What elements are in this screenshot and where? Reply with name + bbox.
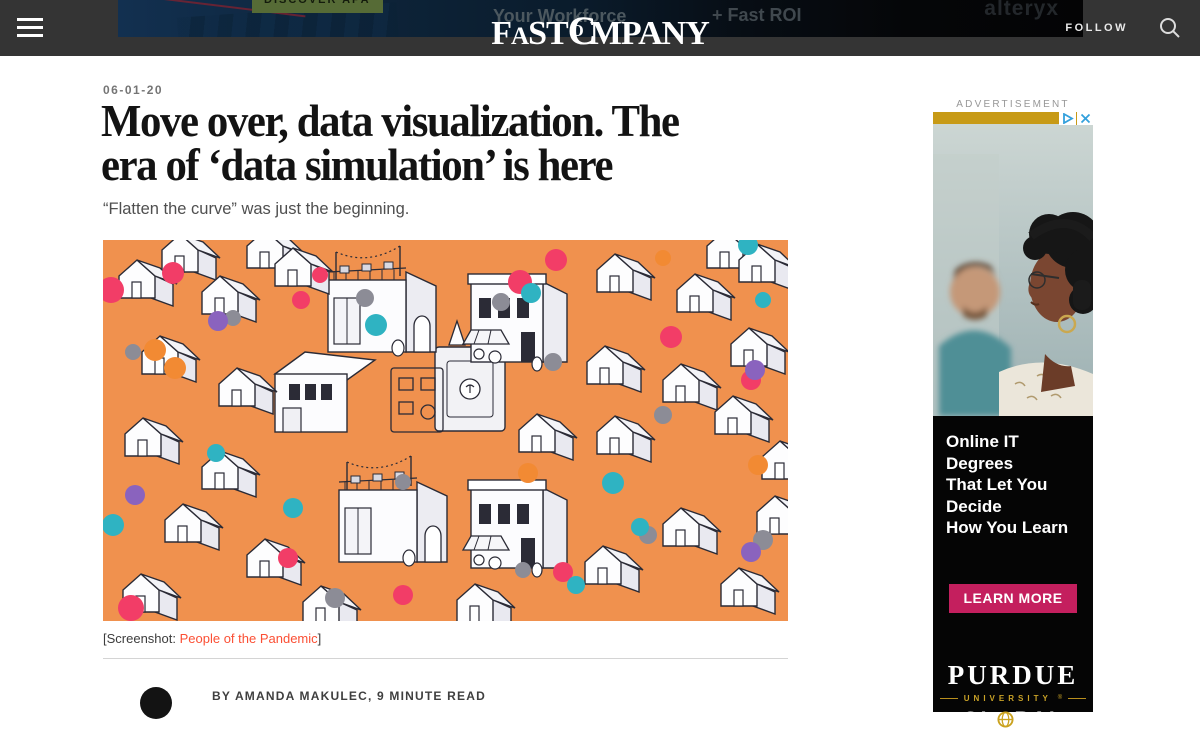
ad-photo [933, 124, 1093, 416]
sidebar-ad[interactable]: Online IT Degrees That Let You Decide Ho… [933, 112, 1093, 731]
logo-letter: ST [528, 15, 569, 52]
ad-text-block: Online IT Degrees That Let You Decide Ho… [933, 416, 1093, 539]
global-text-pre: GL [962, 707, 996, 731]
adchoices-icon[interactable] [1062, 113, 1074, 124]
caption-credit-link[interactable]: People of the Pandemic [179, 631, 318, 646]
global-text-post: BAL [1014, 707, 1064, 731]
person-dots-layer [103, 240, 773, 621]
banner-ad-cta-button[interactable]: DISCOVER APA [252, 0, 383, 13]
hero-illustration [103, 240, 788, 621]
image-caption: [Screenshot: People of the Pandemic] [103, 631, 321, 646]
logo-letter: A [511, 23, 529, 50]
follow-button[interactable]: FOLLOW [1065, 22, 1128, 34]
close-icon[interactable] [1080, 113, 1091, 124]
caption-prefix: [Screenshot: [103, 631, 180, 646]
purdue-name: PURDUE [947, 659, 1079, 690]
author-avatar[interactable] [140, 687, 172, 719]
logo-letter: F [491, 15, 512, 52]
purdue-logo: PURDUE UNIVERSITY ® GL BAL [933, 660, 1093, 732]
ad-headline-line: Online IT Degrees [946, 432, 1019, 473]
logo-letter: C [567, 8, 597, 53]
page-title: Move over, data visualization. The era o… [101, 95, 780, 190]
logo-letter: MPANY [589, 15, 710, 52]
title-line-2: era of ‘data simulation’ is here [101, 139, 613, 190]
ad-headline-line: That Let You Decide [946, 475, 1048, 516]
author-byline[interactable]: BY AMANDA MAKULEC, 9 MINUTE READ [212, 689, 486, 703]
banner-ad-tagline: + Fast ROI [712, 5, 802, 25]
ad-headline-line: How You Learn [946, 518, 1069, 537]
adchoices-controls [1059, 112, 1093, 125]
article-date: 06-01-20 [103, 83, 164, 97]
globe-icon [996, 711, 1014, 728]
article-subtitle: “Flatten the curve” was just the beginni… [103, 200, 410, 218]
logo-letter: O [570, 21, 584, 40]
top-banner-ad[interactable]: DISCOVER APA Your Workforce + Fast ROI a… [118, 0, 1083, 37]
windowed-building-icon [273, 351, 377, 433]
section-divider [103, 658, 788, 659]
outline-building-icon [390, 367, 444, 433]
banner-ad-headline: Your Workforce [493, 6, 627, 26]
advertisement-label: ADVERTISEMENT [956, 99, 1070, 110]
adchoices-divider [1076, 112, 1077, 125]
background-person [939, 262, 1011, 416]
caption-suffix: ] [317, 631, 322, 646]
registered-mark: ® [1057, 695, 1063, 701]
hamburger-menu-icon[interactable] [17, 18, 43, 38]
search-icon[interactable] [1158, 16, 1182, 40]
cafe-building-icon [462, 479, 568, 578]
foreground-person [999, 212, 1093, 416]
fast-company-logo[interactable]: F A ST C O MPANY [491, 7, 710, 54]
learn-more-button[interactable]: LEARN MORE [949, 583, 1077, 613]
top-nav-bar: DISCOVER APA Your Workforce + Fast ROI a… [0, 0, 1200, 56]
title-line-1: Move over, data visualization. The [101, 95, 680, 146]
purdue-university-label: UNIVERSITY [963, 693, 1052, 703]
banner-ad-brand-logo: alteryx [984, 0, 1059, 20]
ad-gold-bar [933, 112, 1093, 125]
